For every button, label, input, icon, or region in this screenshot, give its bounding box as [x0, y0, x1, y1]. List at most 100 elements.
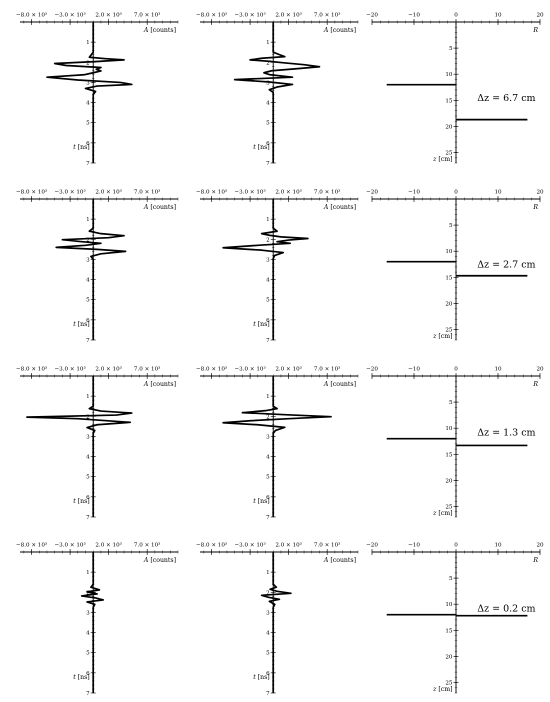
x-tick-label: −10	[408, 190, 420, 196]
y-tick-label: 5	[266, 298, 270, 304]
x-tick-label: −8.0 × 10³	[16, 542, 47, 549]
y-tick-label: 3	[266, 434, 270, 440]
y-axis-label: t [ns]	[73, 498, 89, 505]
x-tick-label: 10	[494, 190, 502, 196]
y-axis-label-unit: [ns]	[256, 321, 270, 328]
x-axis-label: A [counts]	[323, 27, 356, 34]
waveform-trace	[46, 22, 133, 163]
y-axis-label-unit: [ns]	[76, 674, 90, 681]
waveform-trace	[260, 552, 292, 693]
y-axis-label: t [ns]	[253, 498, 269, 505]
x-tick-label: 20	[536, 367, 544, 373]
y-tick-label: 20	[445, 654, 453, 660]
x-axis-label: A [counts]	[323, 381, 356, 388]
x-tick-label: −3.0 × 10³	[55, 12, 86, 19]
x-tick-label: 7.0 × 10³	[134, 189, 161, 196]
y-tick-label: 4	[266, 278, 270, 284]
y-axis-label-var: t	[253, 498, 256, 505]
x-tick-label: 7.0 × 10³	[134, 366, 161, 373]
y-axis-label-unit: [ns]	[76, 498, 90, 505]
x-tick-label: −3.0 × 10³	[235, 12, 266, 19]
panel-r3-c1: −8.0 × 10³ −3.0 × 10³ 2.0 × 10³ 7.0 × 10³ A …	[16, 366, 179, 521]
x-tick-label: 2.0 × 10³	[95, 366, 122, 373]
x-tick-label: 10	[494, 543, 502, 549]
y-tick-label: 4	[86, 631, 90, 637]
y-tick-label: 4	[266, 631, 270, 637]
y-tick-label: 4	[86, 278, 90, 284]
y-tick-label: 25	[445, 151, 453, 157]
x-axis-label-unit: [counts]	[148, 557, 176, 564]
y-axis-label-var: t	[253, 321, 256, 328]
x-axis-label-var: A	[323, 204, 329, 211]
y-tick-label: 5	[266, 121, 270, 127]
x-tick-label: 2.0 × 10³	[275, 12, 302, 19]
y-tick-label: 4	[86, 455, 90, 461]
x-tick-label: −3.0 × 10³	[235, 189, 266, 196]
x-tick-label: −8.0 × 10³	[196, 189, 227, 196]
y-axis-label-var: z	[432, 333, 437, 340]
y-tick-label: 3	[86, 257, 90, 263]
waveform-trace	[222, 199, 309, 340]
x-tick-label: −8.0 × 10³	[16, 189, 47, 196]
panel-r2-c2: −8.0 × 10³ −3.0 × 10³ 2.0 × 10³ 7.0 × 10³ A …	[196, 189, 359, 344]
x-tick-label: 2.0 × 10³	[275, 366, 302, 373]
y-axis-label-var: z	[432, 510, 437, 517]
x-axis-label: A [counts]	[143, 27, 176, 34]
y-tick-label: 15	[445, 98, 453, 104]
x-tick-label: 7.0 × 10³	[314, 542, 341, 549]
y-axis-label-unit: [ns]	[76, 144, 90, 151]
y-tick-label: 7	[86, 338, 90, 344]
y-tick-label: 1	[266, 394, 270, 400]
x-axis-label: R	[532, 27, 538, 34]
x-axis-label: R	[532, 381, 538, 388]
panel-r1-c2: −8.0 × 10³ −3.0 × 10³ 2.0 × 10³ 7.0 × 10³ A …	[196, 12, 359, 167]
x-axis-label-var: R	[532, 27, 538, 34]
x-tick-label: 20	[536, 543, 544, 549]
y-tick-label: 25	[445, 328, 453, 334]
x-axis-label-unit: [counts]	[328, 27, 356, 34]
y-axis-label-unit: [ns]	[256, 674, 270, 681]
x-axis-label-unit: [counts]	[328, 204, 356, 211]
y-tick-label: 6	[266, 495, 270, 501]
y-tick-label: 10	[445, 72, 453, 78]
y-tick-label: 5	[86, 121, 90, 127]
y-tick-label: 7	[86, 515, 90, 521]
x-tick-label: 7.0 × 10³	[314, 366, 341, 373]
x-axis-label-var: A	[323, 557, 329, 564]
x-axis-label-unit: [counts]	[148, 381, 176, 388]
x-axis-label-var: R	[532, 381, 538, 388]
y-axis-label: z [cm]	[432, 686, 452, 693]
y-tick-label: 6	[266, 318, 270, 324]
x-axis-label: R	[532, 204, 538, 211]
x-axis-label-var: A	[143, 27, 149, 34]
x-tick-label: −3.0 × 10³	[55, 189, 86, 196]
y-tick-label: 7	[266, 691, 270, 697]
y-axis-label-unit: [cm]	[436, 686, 452, 693]
waveform-trace	[222, 376, 332, 517]
y-tick-label: 7	[266, 161, 270, 167]
x-tick-label: −8.0 × 10³	[196, 366, 227, 373]
x-axis-label: A [counts]	[323, 557, 356, 564]
y-tick-label: 2	[266, 60, 270, 66]
y-tick-label: 6	[266, 671, 270, 677]
x-tick-label: −20	[366, 13, 378, 19]
waveform-trace	[55, 199, 127, 340]
x-axis-label-unit: [counts]	[328, 381, 356, 388]
y-tick-label: 5	[449, 576, 453, 582]
x-axis-label-var: A	[323, 27, 329, 34]
x-axis-label-var: A	[143, 204, 149, 211]
y-tick-label: 3	[86, 80, 90, 86]
x-tick-label: 7.0 × 10³	[134, 12, 161, 19]
x-axis-label-var: A	[143, 557, 149, 564]
y-tick-label: 15	[445, 628, 453, 634]
y-tick-label: 1	[86, 217, 90, 223]
delta-z-annotation: Δz = 6.7 cm	[477, 93, 535, 104]
y-axis-label: z [cm]	[432, 510, 452, 517]
x-tick-label: −10	[408, 543, 420, 549]
y-tick-label: 1	[86, 394, 90, 400]
delta-z-annotation: Δz = 1.3 cm	[477, 428, 535, 439]
x-tick-label: −3.0 × 10³	[235, 366, 266, 373]
x-tick-label: −3.0 × 10³	[55, 542, 86, 549]
